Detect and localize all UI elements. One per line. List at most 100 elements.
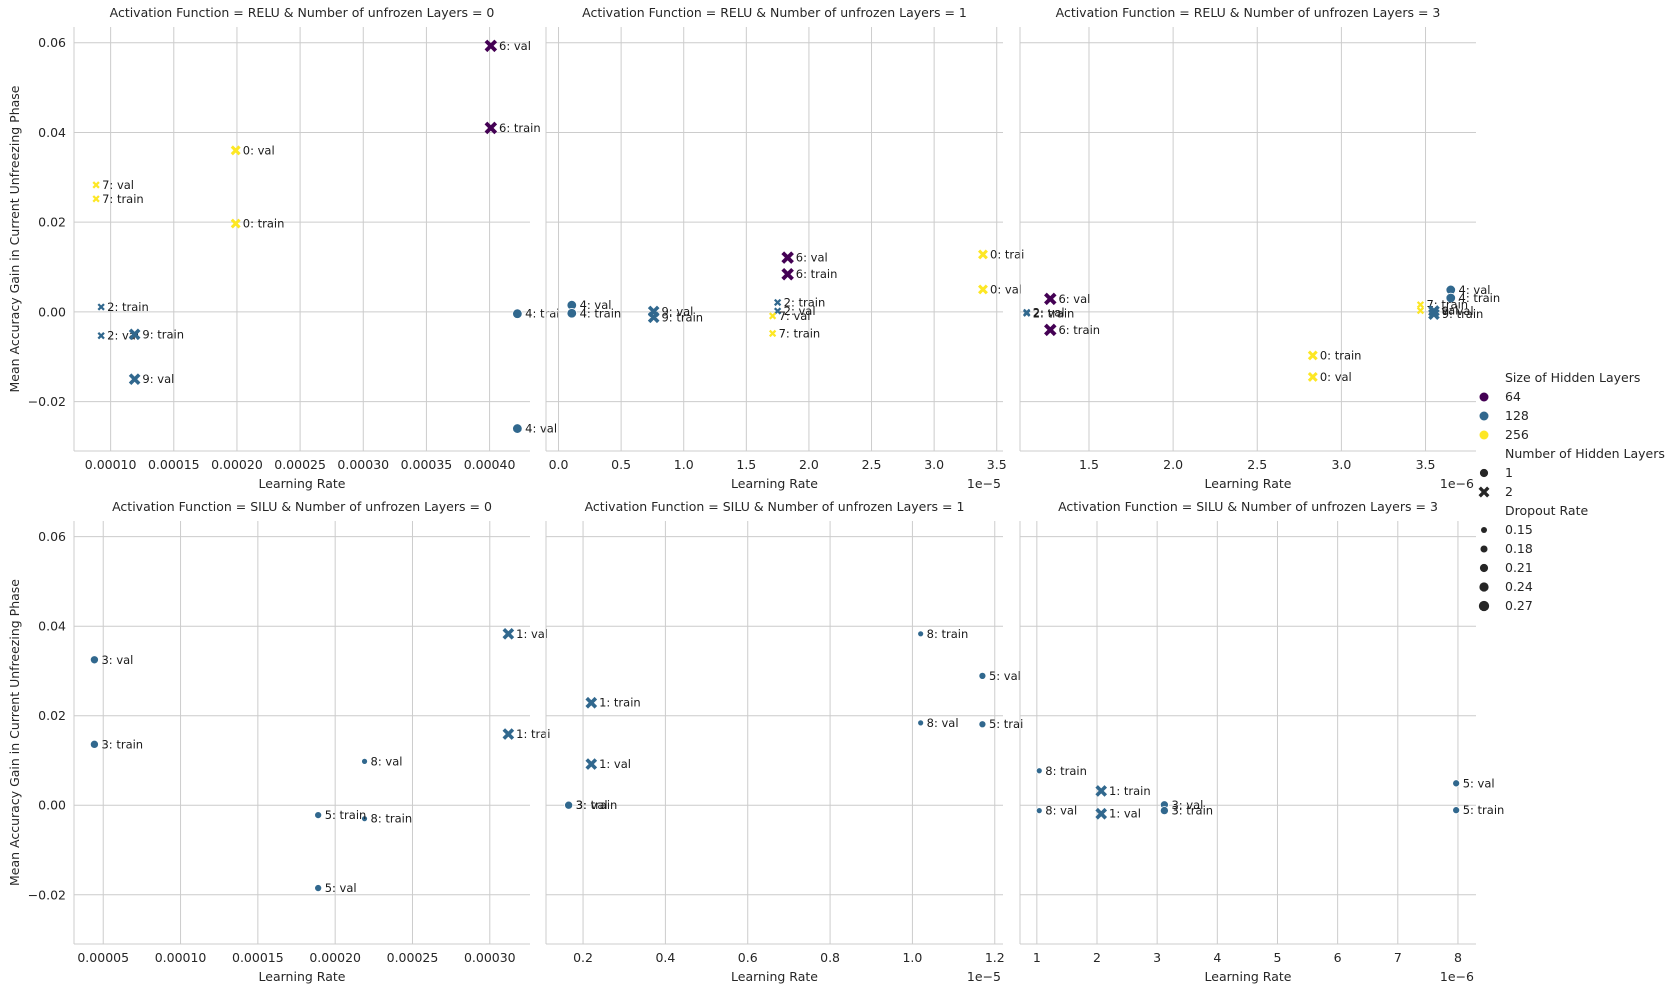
x-tick-label: 0.00015 <box>148 457 200 472</box>
point-label: 3: train <box>576 798 618 812</box>
x-tick-label: 3.5 <box>1416 457 1436 472</box>
data-point <box>1307 372 1318 382</box>
x-tick-label: 0.4 <box>655 950 675 965</box>
x-axis-label: Learning Rate <box>1205 476 1292 491</box>
y-tick-label: −0.02 <box>28 394 66 409</box>
data-point <box>1159 806 1169 816</box>
point-label: 6: val <box>1058 292 1090 306</box>
panel-grid <box>74 521 530 944</box>
y-tick-label: 0.00 <box>38 304 66 319</box>
data-point <box>1044 292 1057 306</box>
panel-5: Activation Function = SILU & Number of u… <box>545 499 1023 984</box>
point-label: 5: train <box>325 808 367 822</box>
point-label: 0: train <box>243 217 285 231</box>
legend-label: 64 <box>1505 389 1521 404</box>
data-point <box>1445 292 1456 304</box>
x-axis-offset-label: 1e−5 <box>967 969 1001 984</box>
x-axis-label: Learning Rate <box>731 476 818 491</box>
point-label: 5: trai <box>989 717 1023 731</box>
data-point <box>1416 301 1425 309</box>
x-tick-label: 0.00015 <box>232 950 284 965</box>
point-label: 6: val <box>796 251 828 265</box>
data-point <box>1307 350 1318 361</box>
legend-marker <box>1479 582 1489 592</box>
point-label: 1: train <box>599 696 641 710</box>
x-tick-label: 1.0 <box>902 950 922 965</box>
point-label: 4: val <box>580 298 612 312</box>
legend-title-dropout: Dropout Rate <box>1505 503 1588 518</box>
point-label: 2: val <box>1033 305 1065 319</box>
data-point <box>502 728 515 740</box>
y-tick-label: 0.04 <box>38 125 66 140</box>
point-label: 3: train <box>101 737 143 751</box>
point-label: 5: val <box>325 881 357 895</box>
x-tick-label: 0.0 <box>549 457 569 472</box>
data-point <box>1416 306 1425 315</box>
point-label: 0: val <box>243 143 275 157</box>
point-label: 6: train <box>796 267 838 281</box>
legend-label: 0.15 <box>1505 522 1533 537</box>
legend-label: 0.24 <box>1505 579 1533 594</box>
data-point <box>92 195 100 203</box>
panel-title: Activation Function = SILU & Number of u… <box>112 499 492 514</box>
legend-marker <box>1479 468 1489 478</box>
legend-title-hidden-layers: Number of Hidden Layers <box>1505 446 1665 461</box>
point-label: 1: trai <box>516 727 550 741</box>
point-label: 9: train <box>1442 307 1484 321</box>
point-label: 8: train <box>1045 764 1087 778</box>
data-point <box>361 815 368 823</box>
x-axis-label: Learning Rate <box>731 969 818 984</box>
x-tick-label: 1.5 <box>736 457 756 472</box>
x-tick-label: 0.00010 <box>85 457 137 472</box>
point-label: 1: train <box>1109 784 1151 798</box>
y-axis-label: Mean Accuracy Gain in Current Unfreezing… <box>7 579 22 886</box>
x-tick-label: 7 <box>1394 950 1402 965</box>
point-label: 5: val <box>1463 776 1495 790</box>
x-tick-label: 2.0 <box>799 457 819 472</box>
data-point <box>230 145 241 156</box>
x-tick-label: 1 <box>1033 950 1041 965</box>
x-tick-label: 1.0 <box>674 457 694 472</box>
data-point <box>484 121 498 135</box>
data-point <box>768 312 777 320</box>
x-tick-label: 0.5 <box>611 457 631 472</box>
data-point <box>128 328 141 341</box>
data-point <box>89 655 99 665</box>
point-label: 3: val <box>1171 798 1203 812</box>
data-point <box>781 251 794 264</box>
x-tick-label: 3.5 <box>987 457 1007 472</box>
point-label: 5: val <box>989 669 1021 683</box>
point-label: 8: val <box>1045 804 1077 818</box>
x-axis-label: Learning Rate <box>259 969 346 984</box>
panel-title: Activation Function = SILU & Number of u… <box>585 499 965 514</box>
point-label: 9: val <box>1442 304 1474 318</box>
point-label: 8: val <box>371 754 403 768</box>
point-label: 4: train <box>580 306 622 320</box>
data-point <box>89 739 99 749</box>
x-tick-label: 0.00025 <box>274 457 326 472</box>
data-point <box>768 329 777 338</box>
panel-grid <box>546 521 1003 944</box>
data-point <box>128 373 141 386</box>
data-point <box>978 284 988 295</box>
data-point <box>314 811 323 820</box>
legend-label: 0.27 <box>1505 598 1533 613</box>
point-label: 0: val <box>990 282 1022 296</box>
point-label: 9: val <box>661 304 693 318</box>
point-label: 1: val <box>516 627 548 641</box>
legend-label: 2 <box>1505 484 1513 499</box>
point-label: 8: train <box>927 627 969 641</box>
y-tick-label: 0.02 <box>38 708 66 723</box>
legend-label: 128 <box>1505 408 1529 423</box>
x-axis-label: Learning Rate <box>259 476 346 491</box>
data-point <box>1035 767 1043 775</box>
point-label: 4: trai <box>525 307 559 321</box>
point-label: 2: val <box>784 304 816 318</box>
point-label: 4: train <box>1459 291 1501 305</box>
x-tick-label: 0.00025 <box>387 950 439 965</box>
legend-title-hidden-size: Size of Hidden Layers <box>1505 370 1640 385</box>
point-label: 7: train <box>779 326 821 340</box>
panel-2: Activation Function = RELU & Number of u… <box>545 5 1024 491</box>
